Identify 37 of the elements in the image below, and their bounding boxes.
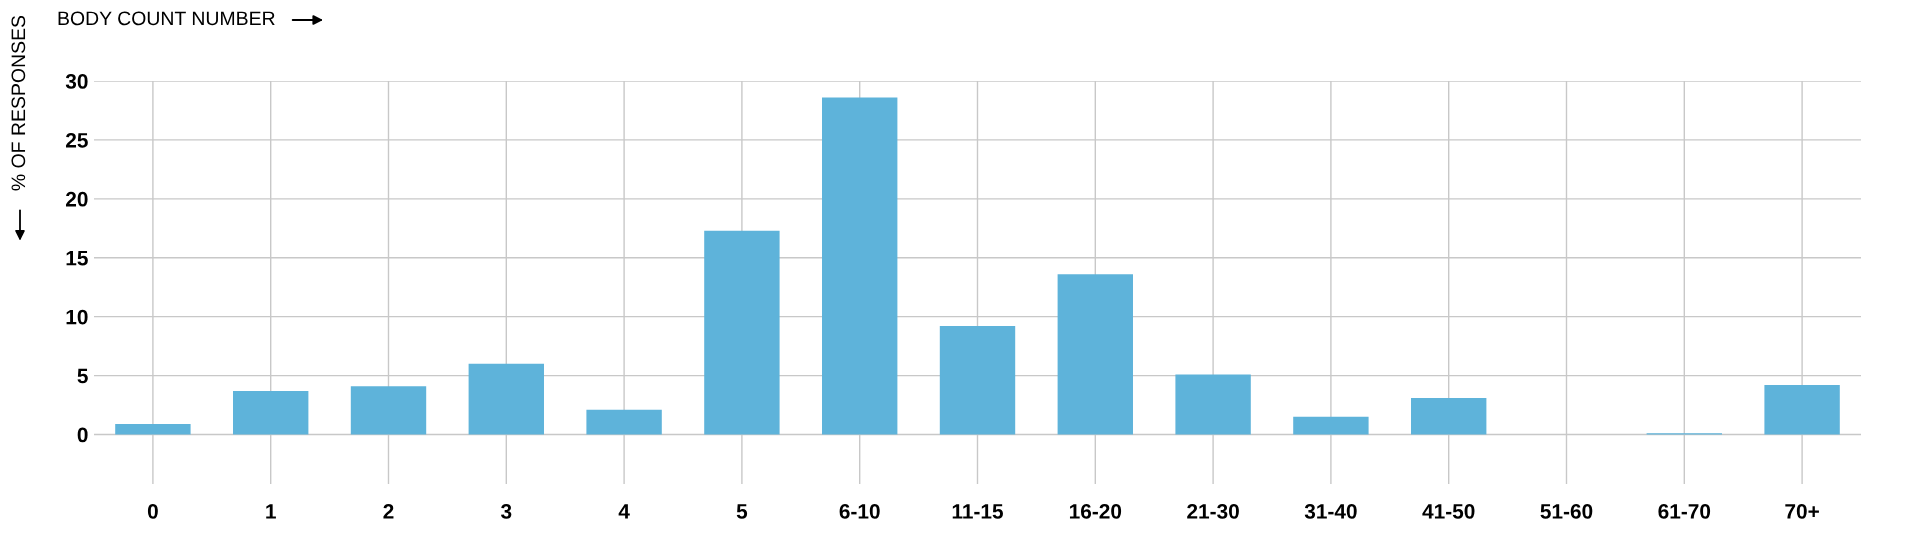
y-tick-label: 10 — [66, 309, 88, 325]
bar — [1175, 374, 1251, 435]
bar — [350, 386, 427, 435]
bar — [115, 423, 191, 435]
x-tick-label: 70+ — [1785, 503, 1819, 519]
bar — [586, 409, 662, 435]
bar — [468, 363, 544, 435]
bar — [1293, 416, 1369, 435]
x-tick-label: 16-20 — [1069, 503, 1122, 519]
bar — [1764, 385, 1840, 435]
x-tick-label: 5 — [736, 504, 748, 519]
bar — [704, 230, 780, 435]
y-axis-title: % OF RESPONSES — [11, 15, 26, 191]
y-tick-label: 5 — [77, 368, 88, 384]
x-tick-label: 61-70 — [1658, 503, 1711, 519]
x-tick-label: 21-30 — [1187, 503, 1239, 519]
x-tick-label: 41-50 — [1422, 503, 1475, 519]
bar — [939, 326, 1016, 435]
x-tick-label: 2 — [383, 503, 394, 519]
bar — [822, 97, 898, 435]
y-tick-label: 0 — [77, 427, 88, 443]
x-tick-label: 4 — [618, 504, 630, 519]
x-tick-label: 0 — [147, 503, 158, 519]
bar — [1411, 397, 1487, 435]
x-tick-label: 6-10 — [839, 503, 880, 519]
x-tick-label: 3 — [500, 503, 512, 519]
y-tick-label: 15 — [66, 250, 88, 266]
x-tick-label: 51-60 — [1540, 503, 1593, 519]
bar — [1057, 274, 1133, 435]
bar — [233, 390, 309, 435]
x-tick-label: 1 — [266, 504, 276, 519]
x-axis-title: BODY COUNT NUMBER — [58, 11, 275, 26]
y-tick-label: 20 — [66, 191, 88, 207]
x-tick-label: 11-15 — [952, 504, 1003, 519]
x-tick-label: 31-40 — [1304, 503, 1357, 519]
y-tick-label: 30 — [65, 74, 88, 89]
y-tick-label: 25 — [66, 132, 88, 148]
